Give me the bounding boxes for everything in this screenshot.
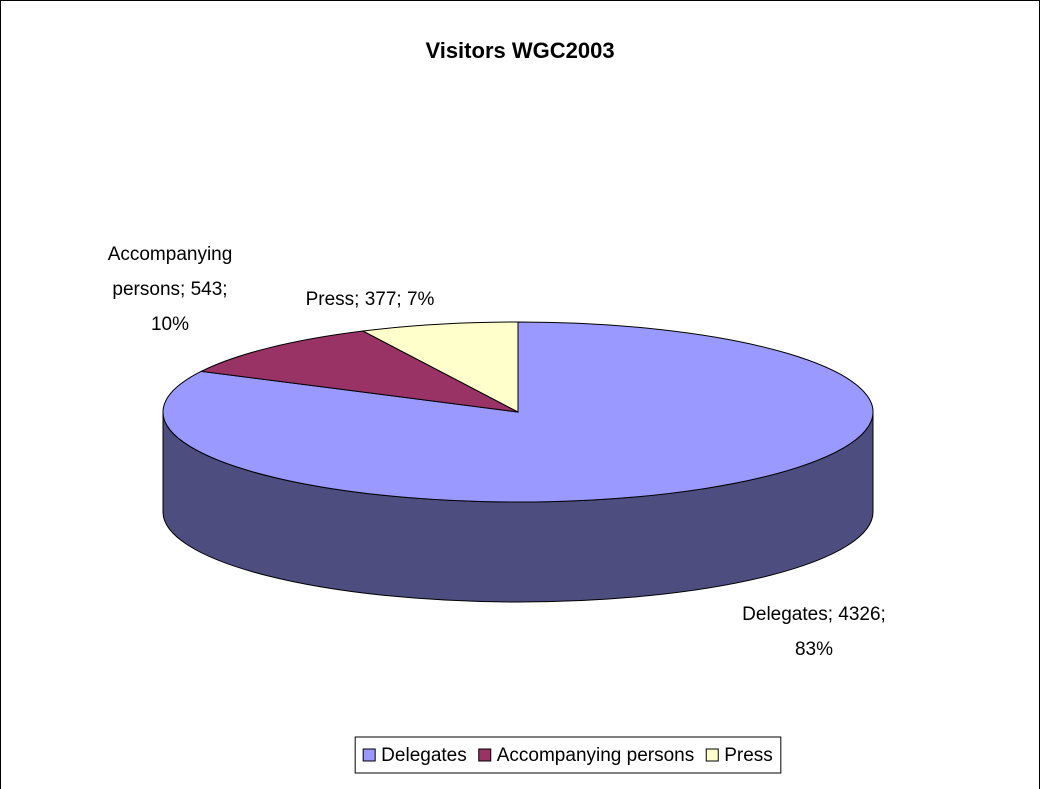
pie-slice <box>361 321 519 413</box>
chart-title: Visitors WGC2003 <box>425 38 614 63</box>
legend-swatch <box>705 748 719 762</box>
data-label: Delegates; 4326; 83% <box>742 604 886 660</box>
legend-label: Press <box>724 745 773 766</box>
legend-swatch <box>362 748 376 762</box>
legend: Delegates Accompanying persons Press <box>354 736 782 774</box>
legend-label: Accompanying persons <box>497 745 695 766</box>
data-label: Press; 377; 7% <box>306 289 435 310</box>
legend-swatch <box>478 748 492 762</box>
legend-label: Delegates <box>381 745 467 766</box>
pie-slice <box>199 330 519 413</box>
data-label: Accompanying persons; 543; 10% <box>108 244 233 335</box>
